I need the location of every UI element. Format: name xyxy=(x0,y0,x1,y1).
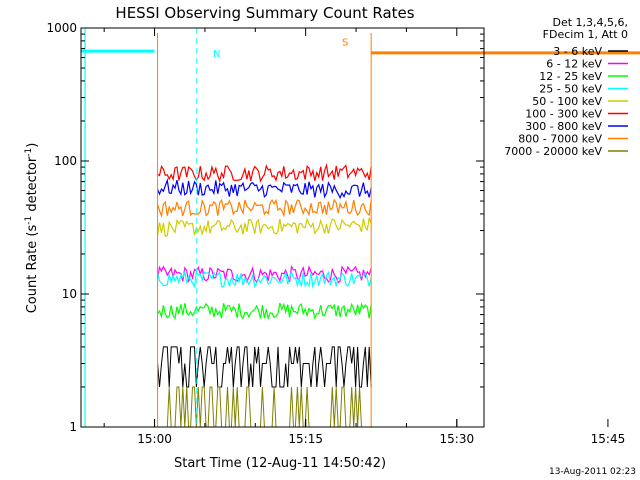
series-800-7000-kev xyxy=(157,198,372,218)
legend-header-line-1: Det 1,3,4,5,6, xyxy=(552,16,628,29)
x-tick-label: 15:45 xyxy=(591,432,626,446)
series-line xyxy=(157,346,372,388)
y-axis-label-main: Count Rate (s xyxy=(25,225,40,314)
series-6-12-kev xyxy=(157,264,372,284)
series-line xyxy=(157,198,372,218)
series-line xyxy=(157,178,372,200)
y-axis-label-end: ) xyxy=(25,143,40,148)
plot-border xyxy=(80,27,485,428)
x-tick-label: 15:15 xyxy=(288,432,323,446)
data-layer xyxy=(157,162,372,428)
x-axis-label: Start Time (12-Aug-11 14:50:42) xyxy=(174,456,386,471)
series-line xyxy=(157,162,372,184)
series-line xyxy=(157,217,372,237)
series-50-100-kev xyxy=(157,217,372,237)
x-tick-label: 15:30 xyxy=(440,432,475,446)
series-100-300-kev xyxy=(157,162,372,184)
legend-label: 7000 - 20000 keV xyxy=(504,145,602,158)
legend-label: 6 - 12 keV xyxy=(546,58,602,71)
series-12-25-kev xyxy=(157,302,372,321)
series-300-800-kev xyxy=(157,178,372,200)
y-tick-label: 1 xyxy=(69,420,77,434)
series-25-50-kev xyxy=(157,269,372,289)
chart-title: HESSI Observing Summary Count Rates xyxy=(115,4,414,22)
legend-label: 25 - 50 keV xyxy=(539,83,602,96)
legend-label: 50 - 100 keV xyxy=(532,95,602,108)
y-tick-label: 100 xyxy=(54,154,77,168)
night-flag-label: N xyxy=(213,49,220,60)
y-axis-label-sup1: -1 xyxy=(24,216,34,225)
saa-flag-label: S xyxy=(342,37,348,48)
y-axis-label-mid: detector xyxy=(25,156,40,216)
footer-date: 13-Aug-2011 02:23 xyxy=(549,467,636,477)
y-tick-label: 1000 xyxy=(46,21,77,35)
x-tick-label: 15:00 xyxy=(137,432,172,446)
y-axis-label-sup2: -1 xyxy=(24,148,34,157)
series-line xyxy=(157,302,372,321)
legend-header-line-2: FDecim 1, Att 0 xyxy=(543,28,628,41)
series-line xyxy=(157,386,372,428)
axes-layer: 110100100015:0015:1515:3015:4516:0016:15… xyxy=(46,21,626,446)
legend-label: 300 - 800 keV xyxy=(525,120,602,133)
series-7000-20000-kev xyxy=(157,386,372,428)
series-3-6-kev xyxy=(157,346,372,388)
y-axis-label: Count Rate (s-1 detector-1) xyxy=(24,143,40,314)
series-line xyxy=(157,269,372,289)
legend-label: 3 - 6 keV xyxy=(553,45,602,58)
series-line xyxy=(157,264,372,284)
y-tick-label: 10 xyxy=(62,287,77,301)
legend-label: 12 - 25 keV xyxy=(539,70,602,83)
legend-label: 800 - 7000 keV xyxy=(518,133,602,146)
legend-label: 100 - 300 keV xyxy=(525,108,602,121)
overlay-layer: NS xyxy=(81,28,640,427)
